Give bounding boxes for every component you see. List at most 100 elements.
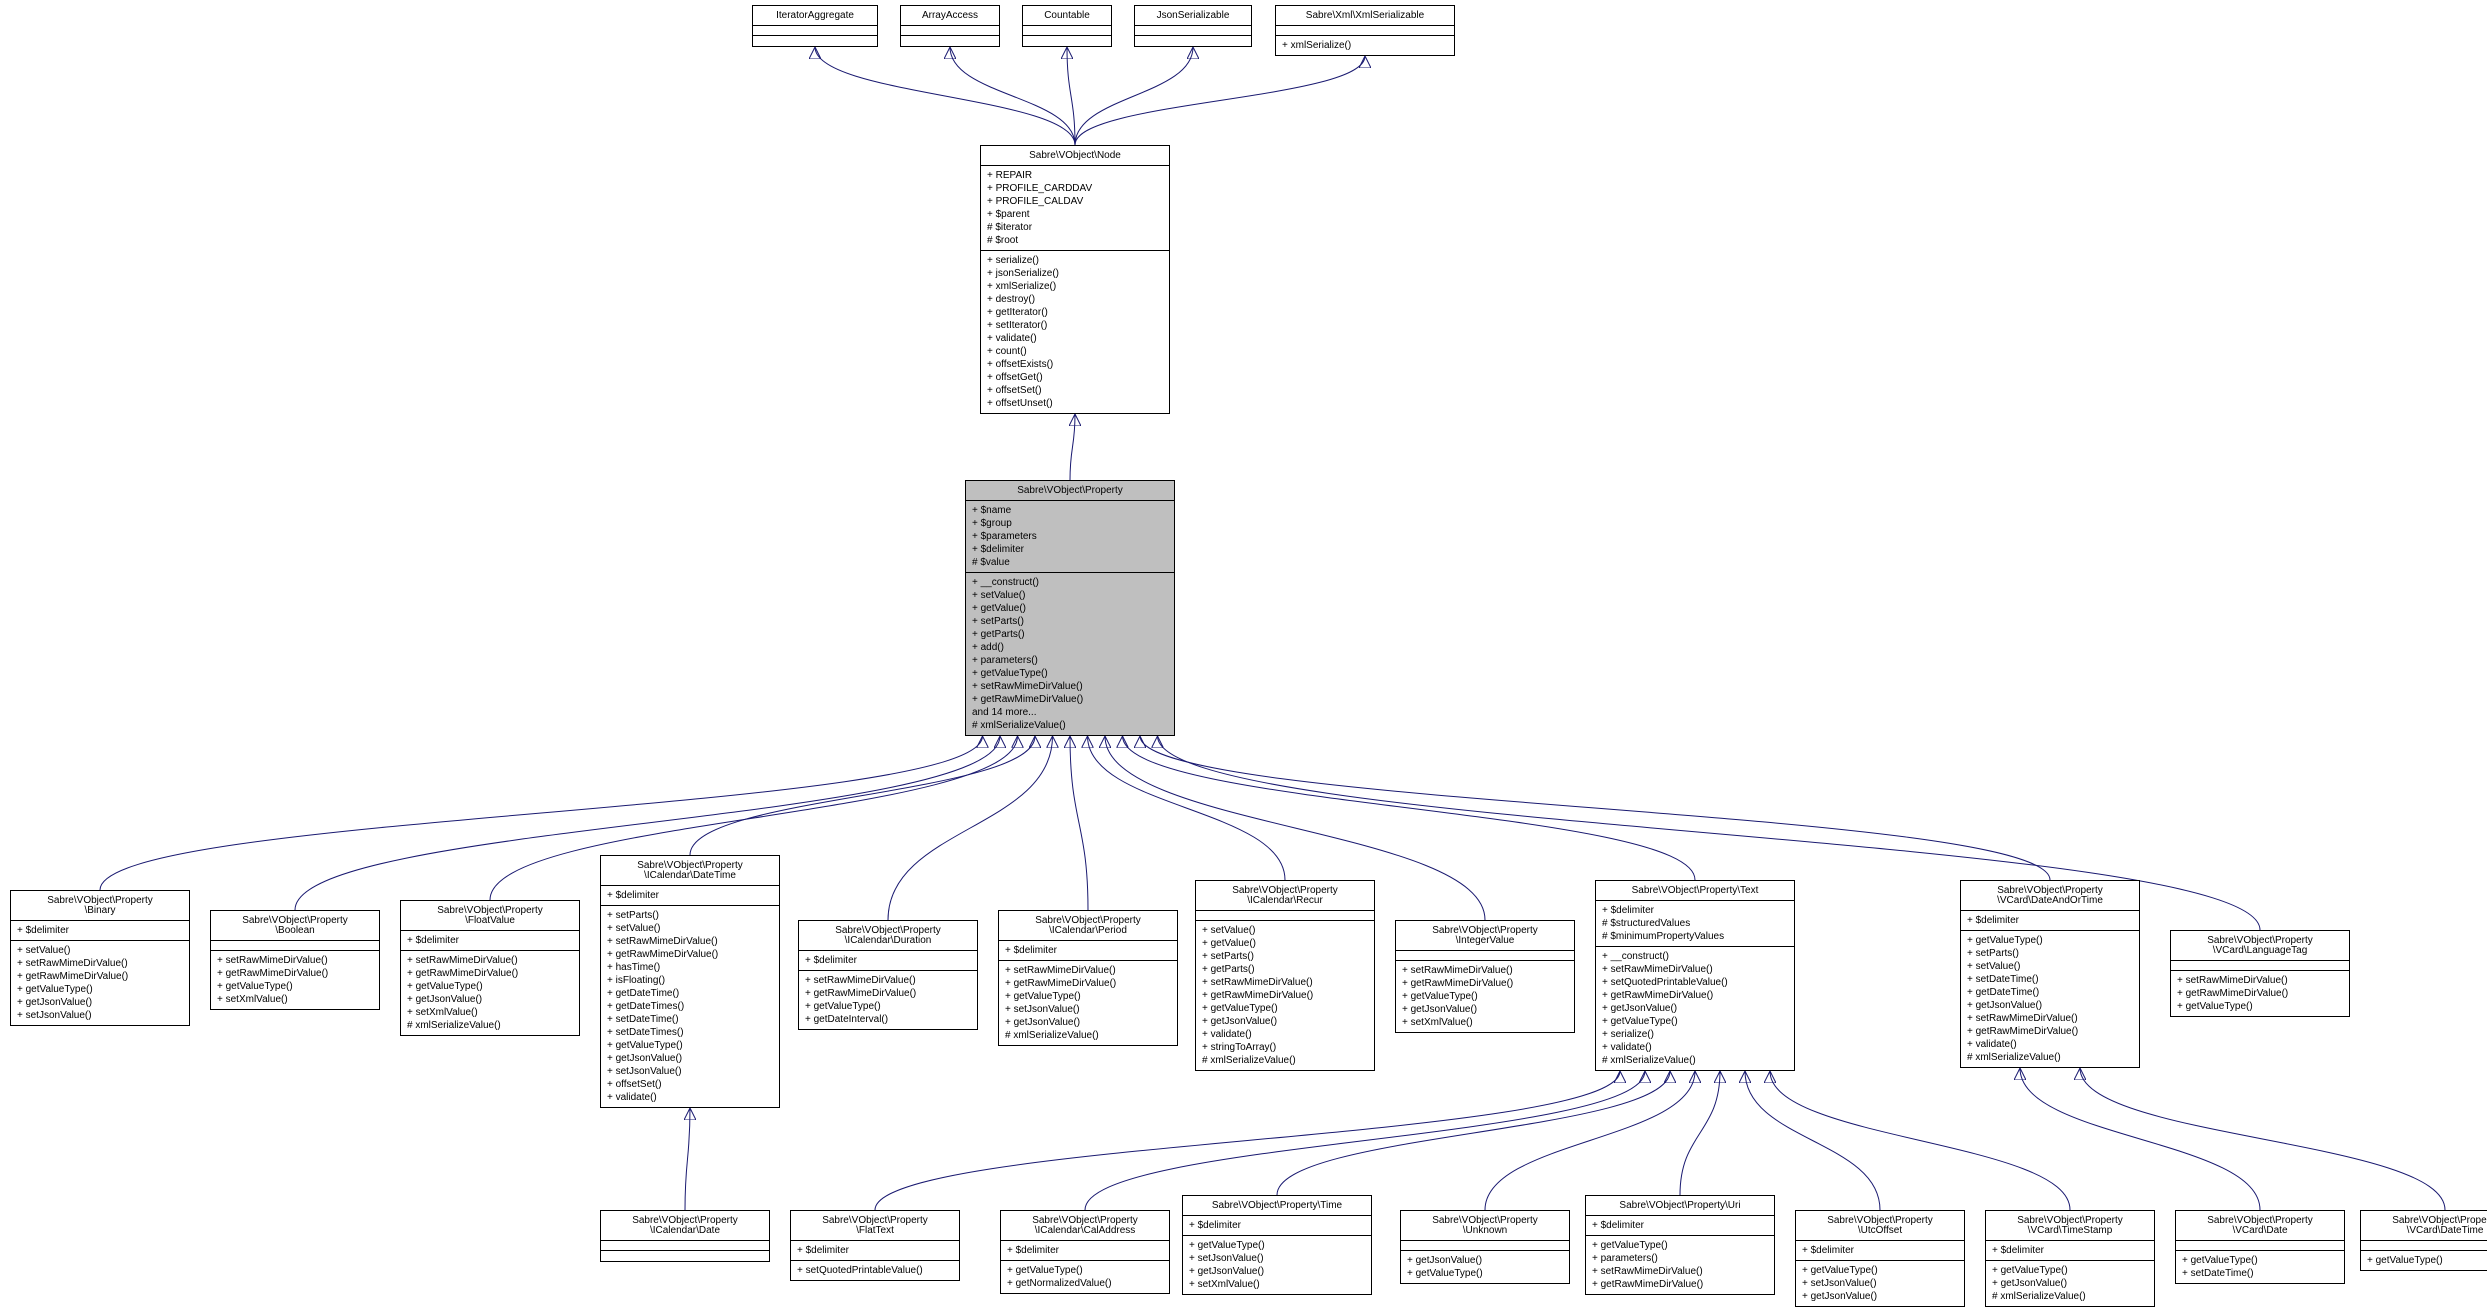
method-row: + getParts() — [972, 628, 1168, 641]
edge-icalPeriod-to-property — [1070, 736, 1088, 910]
methods-section: + setQuotedPrintableValue() — [791, 1261, 959, 1280]
class-node[interactable]: Sabre\VObject\Node+ REPAIR+ PROFILE_CARD… — [980, 145, 1170, 414]
methods-section — [1023, 36, 1111, 46]
edge-node-to-arrayAccess — [950, 47, 1075, 145]
class-dateAndOrTime[interactable]: Sabre\VObject\Property\VCard\DateAndOrTi… — [1960, 880, 2140, 1068]
method-row: + getJsonValue() — [1407, 1254, 1563, 1267]
class-integerValue[interactable]: Sabre\VObject\Property\IntegerValue+ set… — [1395, 920, 1575, 1033]
methods-section: + getValueType()+ getJsonValue()# xmlSer… — [1986, 1261, 2154, 1306]
methods-section: + setValue()+ setRawMimeDirValue()+ getR… — [11, 941, 189, 1025]
attribute-row: + $parameters — [972, 530, 1168, 543]
class-title: Sabre\VObject\Property\Time — [1183, 1196, 1371, 1216]
class-floatValue[interactable]: Sabre\VObject\Property\FloatValue+ $deli… — [400, 900, 580, 1036]
class-arrayAccess[interactable]: ArrayAccess — [900, 5, 1000, 47]
method-row: + getValueType() — [1992, 1264, 2148, 1277]
class-uri[interactable]: Sabre\VObject\Property\Uri+ $delimiter+ … — [1585, 1195, 1775, 1295]
methods-section: + getValueType()+ getNormalizedValue() — [1001, 1261, 1169, 1293]
edge-unknown-to-text — [1485, 1071, 1695, 1210]
method-row: + getJsonValue() — [1992, 1277, 2148, 1290]
class-icalRecur[interactable]: Sabre\VObject\Property\ICalendar\Recur+ … — [1195, 880, 1375, 1071]
attribute-row: + $delimiter — [1992, 1244, 2148, 1257]
method-row: + setRawMimeDirValue() — [1005, 964, 1171, 977]
attributes-section — [1276, 26, 1454, 36]
methods-section: + setRawMimeDirValue()+ getRawMimeDirVal… — [401, 951, 579, 1035]
method-row: + setValue() — [17, 944, 183, 957]
class-iteratorAggregate[interactable]: IteratorAggregate — [752, 5, 878, 47]
method-row: + hasTime() — [607, 961, 773, 974]
attributes-section: + $name+ $group+ $parameters+ $delimiter… — [966, 501, 1174, 573]
method-row: + add() — [972, 641, 1168, 654]
method-row: + getRawMimeDirValue() — [217, 967, 373, 980]
method-row: + getValueType() — [1407, 1267, 1563, 1280]
method-row: + getValueType() — [1402, 990, 1568, 1003]
method-row: + setDateTime() — [1967, 973, 2133, 986]
methods-section: + getValueType()+ setJsonValue()+ getJso… — [1183, 1236, 1371, 1294]
class-title: JsonSerializable — [1135, 6, 1251, 26]
class-jsonSerializable[interactable]: JsonSerializable — [1134, 5, 1252, 47]
methods-section: + getValueType() — [2361, 1251, 2487, 1270]
class-title-line2: \VCard\DateAndOrTime — [1961, 894, 2139, 911]
method-row: + __construct() — [972, 576, 1168, 589]
method-row: + setDateTimes() — [607, 1026, 773, 1039]
attribute-row: + $delimiter — [1189, 1219, 1365, 1232]
method-row: + validate() — [987, 332, 1163, 345]
attributes-section: + $delimiter — [1986, 1241, 2154, 1261]
edge-binary-to-property — [100, 736, 983, 890]
class-time[interactable]: Sabre\VObject\Property\Time + $delimiter +… — [1182, 1195, 1372, 1295]
attribute-row: + $delimiter — [972, 543, 1168, 556]
class-title-line2: \ICalendar\CalAddress — [1001, 1224, 1169, 1241]
attributes-section — [753, 26, 877, 36]
method-row: + getDateTime() — [607, 987, 773, 1000]
method-row: + getNormalizedValue() — [1007, 1277, 1163, 1290]
class-title: Sabre\VObject\Property\Uri — [1586, 1196, 1774, 1216]
method-row: + offsetExists() — [987, 358, 1163, 371]
class-unknown[interactable]: Sabre\VObject\Property\Unknown+ getJsonV… — [1400, 1210, 1570, 1284]
class-languageTag[interactable]: Sabre\VObject\Property\VCard\LanguageTag… — [2170, 930, 2350, 1017]
class-vcardDateTime[interactable]: Sabre\VObject\Property\VCard\DateTime+ g… — [2360, 1210, 2487, 1271]
class-title-line2: \ICalendar\Duration — [799, 934, 977, 951]
class-xmlSerializable[interactable]: Sabre\Xml\XmlSerializable+ xmlSerialize(… — [1275, 5, 1455, 56]
methods-section: + __construct()+ setRawMimeDirValue()+ s… — [1596, 947, 1794, 1070]
method-row: + getJsonValue() — [1602, 1002, 1788, 1015]
edge-timeStamp-to-text — [1770, 1071, 2070, 1210]
class-icalDateTime[interactable]: Sabre\VObject\Property\ICalendar\DateTim… — [600, 855, 780, 1108]
attributes-section — [1196, 911, 1374, 921]
class-text[interactable]: Sabre\VObject\Property\Text+ $delimiter#… — [1595, 880, 1795, 1071]
method-row: + setParts() — [1967, 947, 2133, 960]
class-calAddress[interactable]: Sabre\VObject\Property\ICalendar\CalAddr… — [1000, 1210, 1170, 1294]
method-row: + getValue() — [1202, 937, 1368, 950]
class-icalDuration[interactable]: Sabre\VObject\Property\ICalendar\Duratio… — [798, 920, 978, 1030]
method-row: + parameters() — [1592, 1252, 1768, 1265]
class-boolean[interactable]: Sabre\VObject\Property\Boolean+ setRawMi… — [210, 910, 380, 1010]
class-countable[interactable]: Countable — [1022, 5, 1112, 47]
class-icalDate[interactable]: Sabre\VObject\Property\ICalendar\Date — [600, 1210, 770, 1262]
class-utcOffset[interactable]: Sabre\VObject\Property\UtcOffset+ $delim… — [1795, 1210, 1965, 1307]
class-icalPeriod[interactable]: Sabre\VObject\Property\ICalendar\Period+… — [998, 910, 1178, 1046]
method-row: # xmlSerializeValue() — [972, 719, 1168, 732]
attributes-section: + $delimiter — [601, 886, 779, 906]
class-timeStamp[interactable]: Sabre\VObject\Property\VCard\TimeStamp+ … — [1985, 1210, 2155, 1307]
method-row: + xmlSerialize() — [1282, 39, 1448, 52]
edge-icalDate-to-icalDateTime — [685, 1108, 690, 1210]
method-row: + xmlSerialize() — [987, 280, 1163, 293]
method-row: # xmlSerializeValue() — [407, 1019, 573, 1032]
method-row: + getDateTimes() — [607, 1000, 773, 1013]
class-vcardDate[interactable]: Sabre\VObject\Property\VCard\Date+ getVa… — [2175, 1210, 2345, 1284]
class-title-line2: \IntegerValue — [1396, 934, 1574, 951]
method-row: + getJsonValue() — [1402, 1003, 1568, 1016]
attribute-row: + $delimiter — [1005, 944, 1171, 957]
class-property[interactable]: Sabre\VObject\Property+ $name+ $group+ $… — [965, 480, 1175, 736]
class-binary[interactable]: Sabre\VObject\Property\Binary+ $delimite… — [10, 890, 190, 1026]
method-row: + getRawMimeDirValue() — [805, 987, 971, 1000]
edge-node-to-xmlSerializable — [1075, 56, 1365, 145]
attribute-row: # $minimumPropertyValues — [1602, 930, 1788, 943]
attributes-section: + $delimiter — [401, 931, 579, 951]
edge-node-to-jsonSerializable — [1075, 47, 1193, 145]
class-flatText[interactable]: Sabre\VObject\Property\FlatText+ $delimi… — [790, 1210, 960, 1281]
method-row: + getJsonValue() — [607, 1052, 773, 1065]
method-row: + count() — [987, 345, 1163, 358]
attributes-section: + $delimiter — [791, 1241, 959, 1261]
method-row: + setIterator() — [987, 319, 1163, 332]
attribute-row: + $delimiter — [1602, 904, 1788, 917]
method-row: + jsonSerialize() — [987, 267, 1163, 280]
